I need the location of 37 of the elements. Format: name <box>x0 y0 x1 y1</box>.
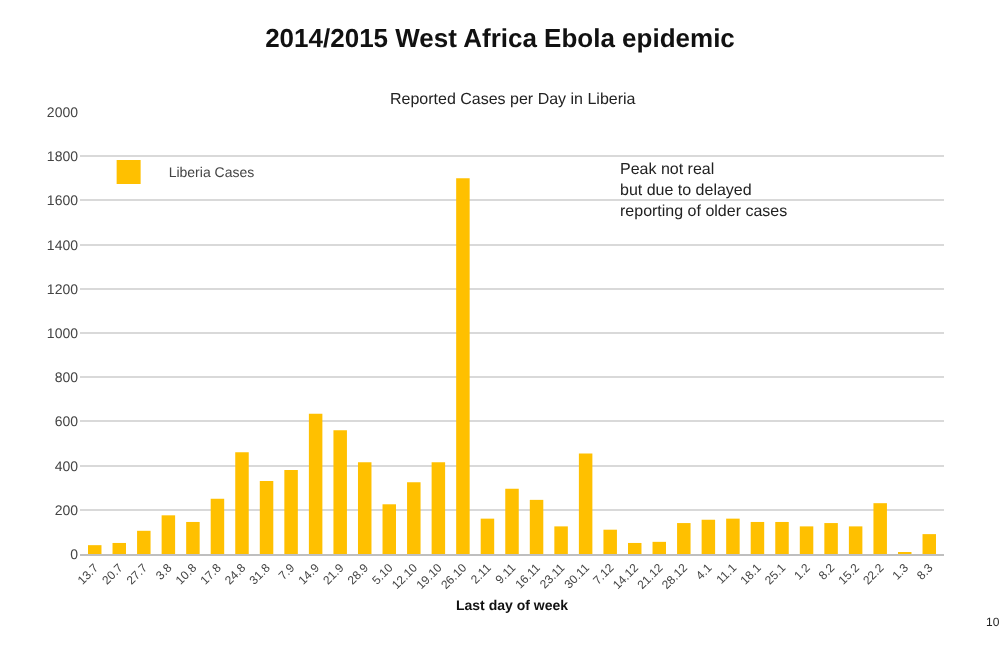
bar <box>480 518 495 554</box>
bar <box>87 545 102 554</box>
bar <box>873 503 887 554</box>
bar <box>308 413 323 554</box>
bar <box>677 523 691 554</box>
bar <box>259 481 274 554</box>
bar <box>186 521 200 554</box>
bar <box>603 529 617 554</box>
bar <box>333 430 347 554</box>
bar <box>357 462 372 554</box>
bar <box>137 530 151 554</box>
bar <box>382 504 397 554</box>
bar <box>824 523 838 554</box>
bar <box>210 498 225 554</box>
bar <box>456 178 470 554</box>
chart-title: 2014/2015 West Africa Ebola epidemic <box>265 23 735 54</box>
bar <box>922 534 937 554</box>
annotation: Peak not real but due to delayed reporting of older cases <box>620 160 788 220</box>
bar <box>775 521 789 554</box>
bar <box>652 541 667 554</box>
bar <box>529 499 544 554</box>
chart-subtitle: Reported Cases per Day in Liberia <box>390 90 637 108</box>
bar <box>161 515 176 554</box>
bar <box>112 542 127 554</box>
bar <box>505 488 519 554</box>
bar <box>284 470 298 554</box>
bar <box>235 452 249 554</box>
bar <box>701 519 716 554</box>
bar <box>726 518 740 554</box>
bar <box>554 526 568 554</box>
bar <box>627 542 642 554</box>
bar <box>431 462 446 554</box>
bar <box>407 482 421 554</box>
bar <box>799 526 814 554</box>
bar <box>578 453 593 554</box>
bar <box>750 521 765 554</box>
bar <box>848 526 863 554</box>
